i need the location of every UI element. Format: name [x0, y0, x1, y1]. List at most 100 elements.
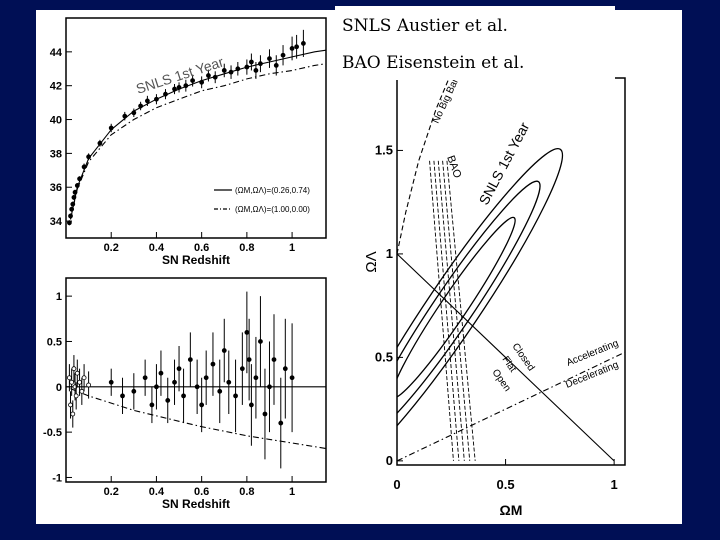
residual-data-point — [239, 366, 245, 372]
residual-x-axis-label: SN Redshift — [162, 497, 230, 511]
residual-data-point — [86, 382, 92, 388]
residual-data-point — [221, 348, 227, 353]
omega-ytick-label: 0.5 — [375, 349, 393, 364]
hubble-data-point — [108, 125, 114, 131]
hubble-xtick-label: 0.8 — [239, 242, 254, 254]
residual-data-point — [210, 361, 216, 367]
residual-data-point — [154, 384, 159, 390]
hubble-data-point — [199, 79, 205, 85]
residual-data-point — [176, 366, 182, 372]
hubble-ytick-label: 34 — [50, 216, 63, 228]
hubble-data-point — [280, 52, 286, 58]
residual-chart: 0.2 0.4 0.6 0.8 1 -1 -0.5 0 0.5 1 SN Redshift — [43, 277, 327, 511]
omega-xtick-label: 1 — [611, 477, 618, 492]
residual-data-point — [253, 375, 259, 381]
hubble-xtick-label: 1 — [289, 242, 295, 254]
residual-xtick-label: 0.2 — [104, 486, 119, 498]
hubble-data-point — [81, 164, 87, 170]
residual-data-point — [203, 375, 209, 381]
hubble-data-point — [235, 66, 241, 72]
residual-xtick-label: 0.6 — [194, 486, 209, 498]
hubble-data-point — [190, 78, 196, 84]
bao-band-line — [433, 160, 460, 461]
residual-data-point — [74, 370, 80, 376]
caption-line-2: BAO Eisenstein et al. — [342, 53, 524, 73]
residual-xtick-label: 0.8 — [239, 486, 254, 498]
residual-data-point — [77, 379, 82, 385]
hubble-data-point — [172, 86, 177, 92]
hubble-ytick-label: 42 — [50, 81, 62, 93]
residual-data-point — [131, 388, 137, 394]
hubble-data-point — [74, 183, 80, 188]
snls-contour-ellipse — [397, 180, 541, 435]
hubble-legend-label: (ΩM,ΩΛ)=(1.00,0.00) — [235, 205, 310, 214]
residual-data-point — [149, 402, 155, 408]
hubble-data-point — [122, 113, 128, 119]
hubble-data-point — [69, 206, 75, 212]
snls-contour-ellipse — [397, 216, 516, 399]
residual-data-point — [194, 384, 200, 390]
hubble-legend-label: (ΩM,ΩΛ)=(0.26,0.74) — [235, 186, 310, 195]
residual-ytick-label: -1 — [52, 472, 62, 484]
hubble-data-point — [221, 68, 227, 73]
hubble-data-point — [86, 154, 92, 160]
omega-series-line — [397, 351, 625, 462]
caption-box — [335, 6, 615, 80]
omega-series-line — [397, 78, 450, 255]
hubble-data-point — [72, 189, 78, 195]
residual-data-point — [267, 384, 272, 390]
residual-data-point — [246, 357, 252, 363]
omega-xtick-label: 0.5 — [497, 477, 515, 492]
bao-band-line — [437, 160, 465, 461]
residual-data-point — [244, 329, 250, 335]
residual-data-point — [289, 375, 295, 381]
hubble-data-point — [267, 56, 272, 62]
residual-data-point — [66, 375, 72, 381]
hubble-ytick-label: 44 — [50, 47, 63, 59]
hubble-data-point — [228, 69, 234, 75]
residual-data-point — [258, 339, 263, 344]
hubble-data-point — [68, 213, 73, 219]
residual-data-point — [187, 357, 193, 363]
hubble-frame — [65, 17, 327, 239]
hubble-ytick-label: 36 — [50, 182, 62, 194]
residual-data-point — [165, 397, 171, 403]
hubble-data-point — [206, 73, 211, 78]
hubble-series-line — [69, 49, 327, 220]
hubble-series-line — [69, 63, 327, 220]
residual-data-point — [199, 402, 205, 408]
hubble-data-point — [248, 59, 254, 65]
hubble-xtick-label: 0.2 — [104, 242, 119, 254]
residual-data-point — [282, 366, 288, 372]
hubble-ytick-label: 38 — [50, 148, 62, 160]
hubble-data-point — [289, 46, 295, 51]
residual-frame — [65, 277, 327, 483]
residual-data-point — [68, 402, 73, 408]
snls-contour-ellipse — [397, 147, 564, 465]
residual-data-point — [172, 379, 177, 385]
hubble-data-point — [163, 91, 168, 97]
hubble-data-point — [294, 44, 300, 50]
residual-data-point — [233, 393, 238, 399]
caption-line-1: SNLS Austier et al. — [342, 16, 508, 36]
hubble-data-point — [176, 84, 182, 90]
residual-data-point — [81, 375, 87, 381]
bao-band-line — [429, 160, 454, 461]
omega-xtick-label: 0 — [393, 477, 400, 492]
hubble-x-axis-label: SN Redshift — [162, 253, 230, 267]
hubble-xtick-label: 0.6 — [194, 242, 209, 254]
hubble-data-point — [144, 98, 150, 104]
residual-data-point — [217, 388, 223, 394]
residual-data-point — [226, 379, 232, 385]
hubble-data-point — [71, 194, 77, 200]
hubble-data-point — [154, 96, 159, 102]
residual-data-point — [181, 393, 186, 399]
bao-band-line — [446, 160, 476, 461]
residual-ytick-label: -0.5 — [43, 427, 62, 439]
hubble-data-point — [97, 140, 103, 146]
residual-data-point — [271, 357, 277, 363]
hubble-data-point — [138, 103, 144, 109]
hubble-data-point — [77, 176, 82, 182]
hubble-data-point — [253, 68, 259, 73]
